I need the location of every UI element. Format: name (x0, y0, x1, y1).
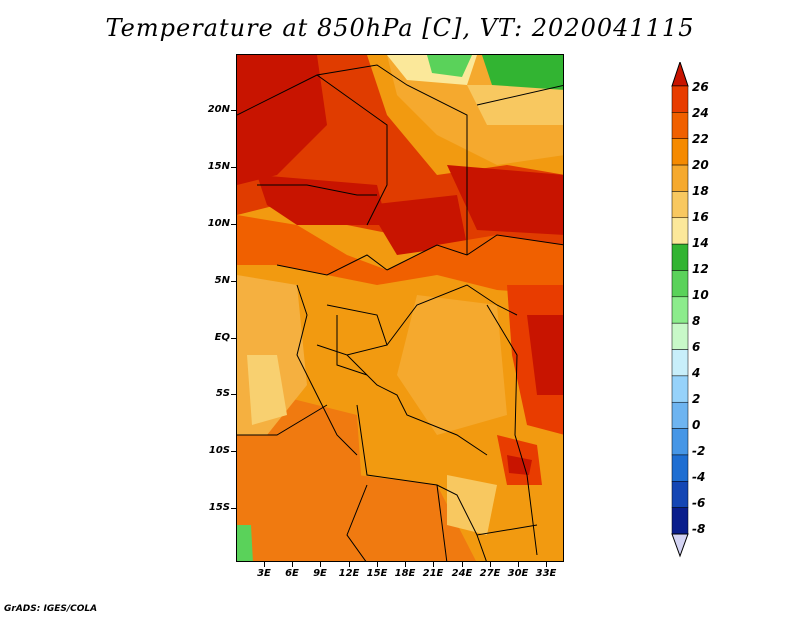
lat-label-10s: 10S (208, 445, 230, 456)
lon-tick (546, 562, 547, 567)
lon-label-12e: 12E (338, 568, 360, 579)
lat-tick (231, 224, 236, 225)
lon-tick (518, 562, 519, 567)
colorbar-label: 2 (692, 392, 701, 406)
colorbar-label: 20 (692, 158, 709, 172)
colorbar-label: 8 (692, 314, 701, 328)
colorbar-bin (671, 296, 689, 324)
lat-tick (231, 508, 236, 509)
lon-label-15e: 15E (366, 568, 388, 579)
lon-label-3e: 3E (257, 568, 271, 579)
temperature-map (236, 54, 564, 562)
lat-tick (231, 110, 236, 111)
colorbar-label: 26 (692, 80, 709, 94)
colorbar-label: -8 (692, 522, 706, 536)
lat-label-10n: 10N (207, 218, 230, 229)
colorbar-bin (671, 217, 689, 245)
colorbar-label: 14 (692, 236, 709, 250)
lon-tick (320, 562, 321, 567)
footer-credit: GrADS: IGES/COLA (4, 604, 98, 614)
lat-label-20n: 20N (207, 104, 230, 115)
colorbar-label: 16 (692, 210, 709, 224)
lon-tick (349, 562, 350, 567)
lon-label-6e: 6E (285, 568, 299, 579)
lon-tick (377, 562, 378, 567)
colorbar-label: 10 (692, 288, 709, 302)
colorbar-over-triangle (671, 62, 689, 87)
colorbar-label: 24 (692, 106, 709, 120)
country-borders (237, 64, 563, 561)
lat-label-15s: 15S (208, 502, 230, 513)
lon-label-24e: 24E (451, 568, 473, 579)
colorbar-label: 0 (692, 418, 701, 432)
colorbar-label: 22 (692, 132, 709, 146)
colorbar-bin (671, 481, 689, 508)
colorbar-bin (671, 507, 689, 535)
lon-tick (433, 562, 434, 567)
lat-tick (231, 338, 236, 339)
lon-label-30e: 30E (507, 568, 529, 579)
colorbar-bin (671, 243, 689, 271)
lat-label-eq: EQ (214, 332, 230, 343)
colorbar-bin (671, 270, 689, 298)
colorbar-label: 4 (692, 366, 701, 380)
lon-label-27e: 27E (479, 568, 501, 579)
map-title: Temperature at 850hPa [C], VT: 202004111… (105, 14, 695, 42)
lat-label-15n: 15N (207, 161, 230, 172)
lon-tick (490, 562, 491, 567)
lon-label-33e: 33E (535, 568, 557, 579)
colorbar-bin (671, 454, 689, 482)
lat-label-5n: 5N (214, 275, 230, 286)
temperature-field (237, 55, 563, 561)
colorbar-bin (671, 191, 689, 219)
colorbar-label: -6 (692, 496, 706, 510)
lat-tick (231, 167, 236, 168)
colorbar (671, 62, 689, 558)
lat-tick (231, 281, 236, 282)
colorbar-bin (671, 428, 689, 456)
colorbar-bin (671, 164, 689, 192)
colorbar-under-triangle (671, 533, 689, 558)
colorbar-bin (671, 138, 689, 166)
colorbar-bin (671, 322, 689, 350)
colorbar-bin (671, 85, 689, 113)
colorbar-bin (671, 112, 689, 139)
colorbar-bin (671, 375, 689, 403)
lon-tick (292, 562, 293, 567)
lon-label-21e: 21E (422, 568, 444, 579)
lon-tick (264, 562, 265, 567)
colorbar-label: -2 (692, 444, 706, 458)
lat-tick (231, 394, 236, 395)
colorbar-label: 12 (692, 262, 709, 276)
lon-label-18e: 18E (394, 568, 416, 579)
colorbar-bin (671, 349, 689, 377)
lat-tick (231, 451, 236, 452)
colorbar-label: 6 (692, 340, 701, 354)
colorbar-bin (671, 401, 689, 429)
lat-label-5s: 5S (215, 388, 230, 399)
lon-label-9e: 9E (313, 568, 327, 579)
colorbar-label: -4 (692, 470, 706, 484)
lon-tick (405, 562, 406, 567)
colorbar-label: 18 (692, 184, 709, 198)
lon-tick (462, 562, 463, 567)
